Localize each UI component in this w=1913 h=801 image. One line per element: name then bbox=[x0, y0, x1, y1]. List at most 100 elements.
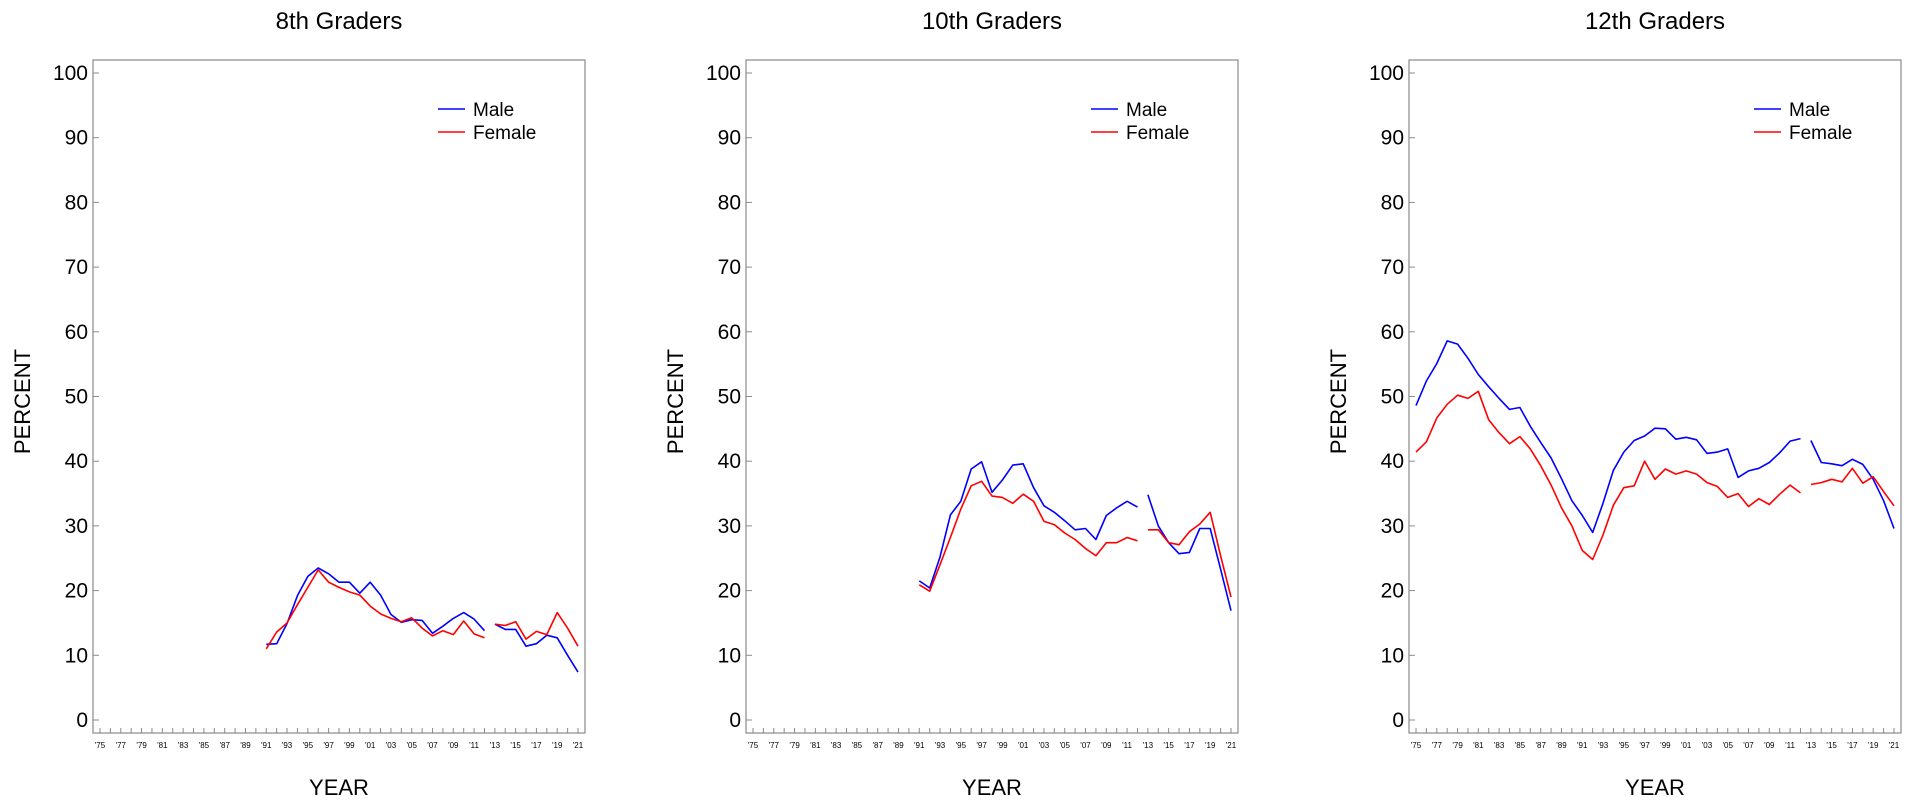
x-tick-label: '07 bbox=[1743, 741, 1754, 750]
x-tick-label: '81 bbox=[157, 741, 168, 750]
x-tick-label: '85 bbox=[1515, 741, 1526, 750]
chart-panel-1: 10th Graders 0 10 20 30 40 50 60 70 80 90 100 '75 '77… bbox=[663, 8, 1239, 800]
y-axis-title: PERCENT bbox=[10, 349, 35, 454]
x-tick-label: '81 bbox=[1473, 741, 1484, 750]
x-tick-label: '79 bbox=[1452, 741, 1463, 750]
x-tick-label: '87 bbox=[872, 741, 883, 750]
legend-label-female: Female bbox=[473, 123, 536, 144]
series-line-male-segment-1 bbox=[494, 623, 579, 673]
x-tick-label: '01 bbox=[365, 741, 376, 750]
y-tick-label: 90 bbox=[718, 127, 741, 150]
x-tick-label: '83 bbox=[178, 741, 189, 750]
x-tick-label: '21 bbox=[1889, 741, 1900, 750]
x-tick-label: '11 bbox=[1122, 741, 1132, 750]
y-tick-label: 0 bbox=[729, 709, 741, 732]
x-tick-label: '07 bbox=[1080, 741, 1091, 750]
legend-label-male: Male bbox=[473, 100, 514, 121]
x-tick-label: '99 bbox=[997, 741, 1008, 750]
x-tick-label: '17 bbox=[531, 741, 542, 750]
x-tick-label: '91 bbox=[261, 741, 272, 750]
x-tick-label: '09 bbox=[448, 741, 459, 750]
x-tick-label: '83 bbox=[1494, 741, 1505, 750]
x-tick-label: '07 bbox=[427, 741, 438, 750]
x-tick-label: '81 bbox=[810, 741, 821, 750]
x-tick-label: '17 bbox=[1184, 741, 1195, 750]
series-line-female-segment-0 bbox=[918, 480, 1138, 593]
y-tick-label: 20 bbox=[1381, 580, 1404, 603]
x-tick-label: '03 bbox=[386, 741, 397, 750]
chart-title: 12th Graders bbox=[1585, 8, 1725, 35]
x-tick-label: '05 bbox=[1723, 741, 1734, 750]
x-tick-label: '99 bbox=[344, 741, 355, 750]
x-axis-title: YEAR bbox=[1625, 775, 1685, 800]
chart-panel-2: 12th Graders 0 10 20 30 40 50 60 70 80 90 100 '75 '77… bbox=[1326, 8, 1902, 800]
x-tick-label: '79 bbox=[136, 741, 147, 750]
x-tick-label: '09 bbox=[1101, 741, 1112, 750]
x-tick-label: '77 bbox=[1432, 741, 1443, 750]
x-tick-label: '97 bbox=[1639, 741, 1650, 750]
x-tick-label: '05 bbox=[407, 741, 418, 750]
y-tick-label: 80 bbox=[1381, 191, 1404, 214]
x-tick-label: '01 bbox=[1018, 741, 1029, 750]
x-tick-label: '87 bbox=[1535, 741, 1546, 750]
x-tick-label: '91 bbox=[914, 741, 925, 750]
x-tick-label: '87 bbox=[219, 741, 230, 750]
x-tick-label: '13 bbox=[1143, 741, 1154, 750]
x-tick-label: '05 bbox=[1060, 741, 1071, 750]
series-line-female-segment-0 bbox=[1415, 390, 1801, 561]
x-tick-label: '99 bbox=[1660, 741, 1671, 750]
y-tick-label: 70 bbox=[65, 256, 88, 279]
x-tick-label: '91 bbox=[1577, 741, 1588, 750]
y-tick-label: 10 bbox=[718, 644, 741, 667]
x-tick-label: '97 bbox=[976, 741, 987, 750]
x-tick-label: '15 bbox=[1163, 741, 1174, 750]
y-tick-label: 100 bbox=[1369, 62, 1404, 85]
y-tick-label: 90 bbox=[65, 127, 88, 150]
y-tick-label: 70 bbox=[718, 256, 741, 279]
y-tick-label: 100 bbox=[706, 62, 741, 85]
x-tick-label: '95 bbox=[303, 741, 314, 750]
x-tick-label: '11 bbox=[1785, 741, 1795, 750]
x-tick-label: '85 bbox=[852, 741, 863, 750]
x-tick-label: '75 bbox=[95, 741, 106, 750]
x-tick-label: '09 bbox=[1764, 741, 1775, 750]
y-tick-label: 80 bbox=[718, 191, 741, 214]
x-tick-label: '15 bbox=[1826, 741, 1837, 750]
x-tick-label: '13 bbox=[490, 741, 501, 750]
chart-panel-0: 8th Graders 0 10 20 30 40 50 60 70 80 90 100 '75 '77 '… bbox=[10, 8, 586, 800]
plot-area-frame bbox=[745, 59, 1239, 734]
x-tick-label: '93 bbox=[1598, 741, 1609, 750]
y-tick-label: 40 bbox=[718, 450, 741, 473]
chart-title: 10th Graders bbox=[922, 8, 1062, 35]
y-tick-label: 0 bbox=[76, 709, 88, 732]
x-tick-label: '83 bbox=[831, 741, 842, 750]
y-tick-label: 50 bbox=[718, 386, 741, 409]
series-line-female-segment-1 bbox=[494, 611, 579, 647]
legend-label-female: Female bbox=[1789, 123, 1852, 144]
x-tick-label: '19 bbox=[552, 741, 563, 750]
y-tick-label: 20 bbox=[718, 580, 741, 603]
y-tick-label: 50 bbox=[65, 386, 88, 409]
x-tick-label: '89 bbox=[240, 741, 251, 750]
y-tick-label: 40 bbox=[65, 450, 88, 473]
x-tick-label: '97 bbox=[323, 741, 334, 750]
x-tick-label: '19 bbox=[1868, 741, 1879, 750]
x-tick-label: '95 bbox=[956, 741, 967, 750]
y-axis-title: PERCENT bbox=[663, 349, 688, 454]
y-tick-label: 30 bbox=[65, 515, 88, 538]
chart-title: 8th Graders bbox=[276, 8, 403, 35]
legend-label-male: Male bbox=[1789, 100, 1830, 121]
x-tick-label: '01 bbox=[1681, 741, 1692, 750]
series-line-male-segment-0 bbox=[1415, 340, 1801, 534]
x-tick-label: '95 bbox=[1619, 741, 1630, 750]
x-tick-label: '89 bbox=[1556, 741, 1567, 750]
y-tick-label: 60 bbox=[718, 321, 741, 344]
series-line-male-segment-1 bbox=[1810, 440, 1895, 529]
x-tick-label: '77 bbox=[769, 741, 780, 750]
y-tick-label: 10 bbox=[1381, 644, 1404, 667]
series-line-male-segment-0 bbox=[266, 567, 486, 646]
y-tick-label: 30 bbox=[1381, 515, 1404, 538]
plot-area-frame bbox=[92, 59, 586, 734]
y-tick-label: 70 bbox=[1381, 256, 1404, 279]
y-tick-label: 50 bbox=[1381, 386, 1404, 409]
